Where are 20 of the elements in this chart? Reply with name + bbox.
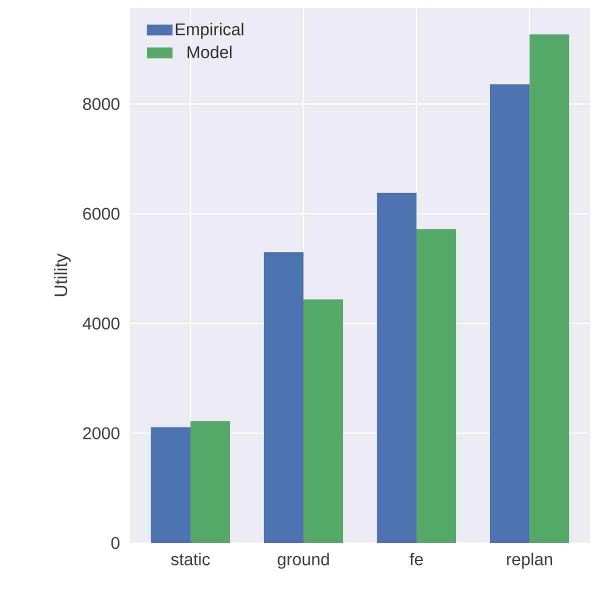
- y-axis-title: Utility: [54, 254, 71, 296]
- bar: [150, 427, 190, 543]
- bar: [190, 421, 230, 543]
- y-tick-label: 8000: [83, 98, 120, 110]
- bar: [376, 192, 417, 543]
- bar: [490, 84, 530, 543]
- y-tick-label: 4000: [82, 317, 120, 330]
- x-tick-label: fe: [410, 552, 423, 566]
- legend-label: Empirical: [176, 22, 244, 39]
- y-tick-label: 6000: [83, 208, 120, 220]
- bar: [264, 252, 304, 543]
- bar: [303, 299, 344, 543]
- legend-label: Model: [188, 46, 232, 58]
- y-tick-label: 0: [111, 536, 120, 550]
- x-tick-label: static: [171, 552, 210, 566]
- x-tick-label: replan: [507, 552, 552, 569]
- x-tick-label: ground: [278, 552, 329, 569]
- bar: [416, 229, 456, 543]
- bar: [530, 34, 570, 543]
- y-tick-label: 2000: [83, 427, 120, 440]
